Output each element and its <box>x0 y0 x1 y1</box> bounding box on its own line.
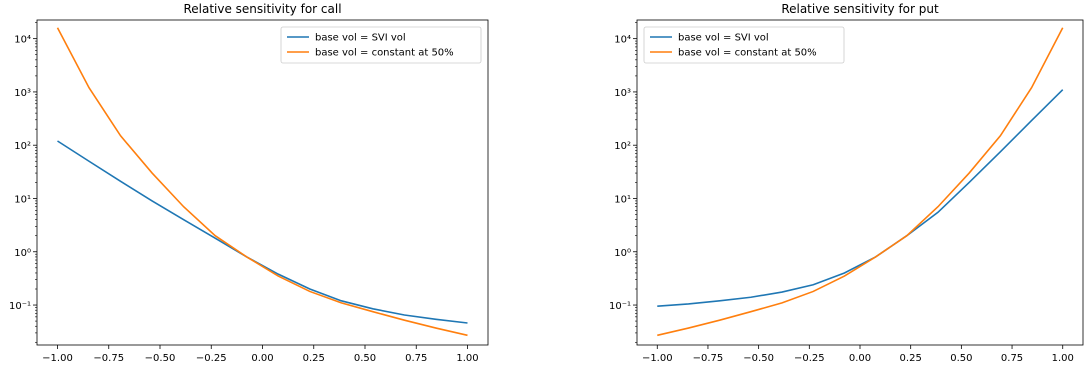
x-tick-label: 0.25 <box>900 353 922 364</box>
x-tick-label: −0.75 <box>693 353 724 364</box>
x-tick-label: −0.25 <box>196 353 227 364</box>
legend-box <box>643 26 845 64</box>
x-tick-label: −0.25 <box>794 353 825 364</box>
x-tick-label: 0.25 <box>303 353 325 364</box>
y-tick-label: 10⁴ <box>14 35 31 46</box>
x-tick-label: 0.00 <box>251 353 273 364</box>
series-line-svi-vol <box>57 140 468 324</box>
series-line-svi-vol <box>657 89 1064 308</box>
y-tick-label: 10⁰ <box>14 248 31 259</box>
chart-panel-put: Relative sensitivity for put −1.00 −0.75 −0… <box>609 2 1084 364</box>
y-tick-label: 10³ <box>14 88 31 99</box>
y-tick-label: 10¹ <box>614 194 631 205</box>
chart-title: Relative sensitivity for put <box>781 2 939 16</box>
y-tick-label: 10⁴ <box>614 35 631 46</box>
chart-panel-call: Relative sensitivity for call −1.00 −0.75 −… <box>9 2 489 364</box>
x-tick-label: −1.00 <box>642 353 673 364</box>
legend: base vol = SVI vol base vol = constant at… <box>643 26 845 64</box>
legend: base vol = SVI vol base vol = constant at… <box>280 26 482 64</box>
legend-label: base vol = constant at 50% <box>678 48 817 59</box>
y-tick-label: 10² <box>14 141 31 152</box>
x-tick-label: 0.00 <box>849 353 871 364</box>
legend-label: base vol = SVI vol <box>678 33 769 44</box>
y-tick-label: 10⁰ <box>614 248 631 259</box>
legend-label: base vol = SVI vol <box>315 33 406 44</box>
legend-label: base vol = constant at 50% <box>315 48 454 59</box>
y-tick-label: 10¹ <box>14 194 31 205</box>
x-tick-label: 1.00 <box>1052 353 1074 364</box>
series-line-constant-vol <box>56 27 468 337</box>
plot-area-frame <box>36 19 489 346</box>
y-tick-label: 10² <box>614 141 631 152</box>
x-tick-label: 0.75 <box>405 353 427 364</box>
y-tick-label: 10³ <box>614 88 631 99</box>
plot-area-frame <box>636 19 1084 346</box>
x-tick-label: −1.00 <box>42 353 73 364</box>
x-tick-label: 0.75 <box>1001 353 1023 364</box>
chart-title: Relative sensitivity for call <box>183 2 341 16</box>
x-tick-label: 0.50 <box>950 353 972 364</box>
series-line-constant-vol <box>657 27 1064 337</box>
x-tick-label: −0.75 <box>93 353 124 364</box>
y-tick-label: 10⁻¹ <box>9 301 31 312</box>
x-tick-label: 0.50 <box>354 353 376 364</box>
x-tick-label: 1.00 <box>456 353 478 364</box>
x-tick-label: −0.50 <box>743 353 774 364</box>
legend-box <box>280 26 482 64</box>
x-tick-label: −0.50 <box>145 353 176 364</box>
y-tick-label: 10⁻¹ <box>609 301 631 312</box>
